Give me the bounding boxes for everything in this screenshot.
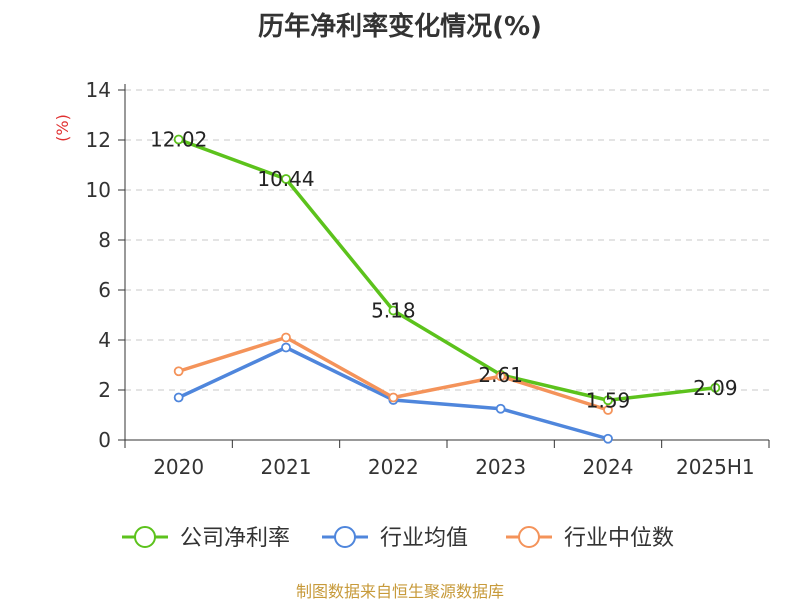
y-tick-label: 14 bbox=[86, 78, 111, 102]
data-labels: 12.02 10.44 5.18 2.61 1.59 2.09 bbox=[150, 128, 738, 413]
y-tick-label: 6 bbox=[98, 278, 111, 302]
data-point bbox=[173, 366, 184, 377]
data-point bbox=[388, 392, 399, 403]
data-point bbox=[281, 332, 291, 343]
data-point bbox=[281, 342, 291, 353]
data-label: 5.18 bbox=[371, 299, 416, 323]
data-point bbox=[495, 403, 506, 414]
source-note: 制图数据来自恒生聚源数据库 bbox=[295, 582, 504, 601]
data-point bbox=[603, 405, 613, 415]
data-point bbox=[603, 433, 613, 444]
x-tick-label: 2020 bbox=[153, 455, 204, 479]
y-tick-label: 4 bbox=[98, 328, 111, 352]
x-tick-label: 2024 bbox=[583, 455, 634, 479]
legend-marker-0 bbox=[134, 526, 156, 548]
axes: 0 2 4 6 8 10 12 14 2020 2021 2022 2023 2024 2025H1 bbox=[86, 78, 770, 479]
legend-marker-1 bbox=[334, 526, 356, 548]
series bbox=[173, 134, 721, 444]
x-tick-label: 2023 bbox=[475, 455, 526, 479]
y-tick-label: 2 bbox=[98, 378, 111, 402]
legend-label-2: 行业中位数 bbox=[564, 526, 674, 551]
data-point bbox=[710, 382, 721, 393]
legend-label-1: 行业均值 bbox=[380, 526, 468, 551]
x-tick-label: 2025H1 bbox=[676, 455, 755, 479]
data-label: 2.09 bbox=[693, 376, 738, 400]
grid-lines bbox=[125, 89, 769, 391]
data-label: 1.59 bbox=[586, 388, 631, 412]
legend: 公司净利率 行业均值 行业中位数 bbox=[122, 526, 674, 551]
x-tick-label: 2021 bbox=[261, 455, 312, 479]
y-tick-label: 0 bbox=[98, 428, 111, 452]
x-tick-label: 2022 bbox=[368, 455, 419, 479]
chart-title: 历年净利率变化情况(%) bbox=[258, 12, 542, 42]
y-tick-label: 10 bbox=[86, 178, 111, 202]
data-point bbox=[173, 392, 184, 403]
legend-marker-2 bbox=[518, 526, 540, 548]
data-point bbox=[603, 395, 613, 406]
data-point bbox=[495, 371, 506, 382]
y-axis-label: (%) bbox=[53, 114, 72, 142]
legend-label-0: 公司净利率 bbox=[180, 526, 290, 551]
data-label: 10.44 bbox=[257, 167, 314, 191]
y-tick-label: 8 bbox=[98, 228, 111, 252]
data-label: 2.61 bbox=[478, 363, 523, 387]
data-point bbox=[173, 134, 184, 145]
series-line-0 bbox=[178, 137, 716, 402]
data-label: 12.02 bbox=[150, 128, 207, 152]
y-tick-label: 12 bbox=[86, 128, 111, 152]
data-point bbox=[388, 305, 399, 316]
data-point bbox=[281, 174, 291, 184]
